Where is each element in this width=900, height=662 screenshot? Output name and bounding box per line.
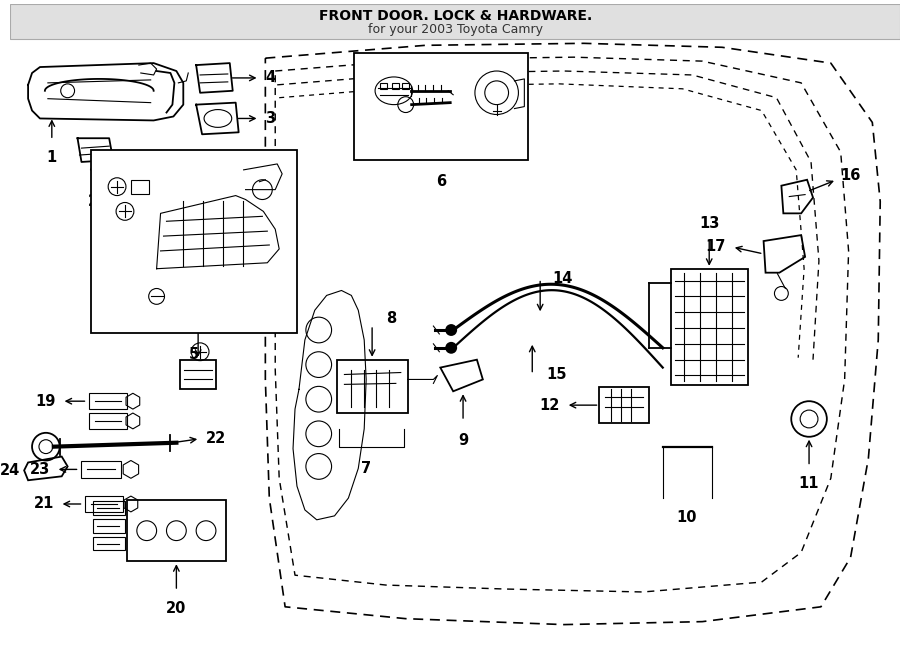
Text: 14: 14	[552, 271, 572, 286]
Bar	[180, 359, 216, 389]
Bar	[89, 413, 127, 429]
Text: for your 2003 Toyota Camry: for your 2003 Toyota Camry	[368, 23, 543, 36]
Text: 3: 3	[266, 111, 275, 126]
Bar	[94, 519, 125, 533]
Text: 16: 16	[841, 168, 861, 183]
Text: 20: 20	[166, 601, 186, 616]
Text: 9: 9	[458, 433, 468, 448]
Text: 15: 15	[546, 367, 567, 382]
Text: 7: 7	[361, 461, 371, 475]
Text: 12: 12	[540, 398, 560, 412]
Text: 10: 10	[676, 510, 697, 525]
Text: 1: 1	[47, 150, 57, 165]
Bar	[10, 4, 900, 39]
Bar	[92, 150, 297, 333]
Bar	[337, 359, 408, 413]
Bar	[86, 496, 123, 512]
Text: FRONT DOOR. LOCK & HARDWARE.: FRONT DOOR. LOCK & HARDWARE.	[319, 9, 592, 23]
Text: 24: 24	[0, 463, 20, 478]
Bar	[94, 537, 125, 551]
Text: 22: 22	[206, 431, 226, 446]
Circle shape	[446, 324, 457, 336]
Bar	[401, 83, 409, 89]
Text: 8: 8	[386, 310, 396, 326]
Circle shape	[446, 342, 457, 354]
Text: 21: 21	[33, 496, 54, 512]
Text: 5: 5	[189, 347, 199, 362]
Text: 4: 4	[266, 70, 275, 85]
Text: 6: 6	[436, 174, 446, 189]
Text: 19: 19	[35, 394, 56, 408]
Bar	[380, 83, 387, 89]
Bar	[392, 83, 399, 89]
Text: 18: 18	[210, 318, 230, 334]
Text: 13: 13	[699, 216, 719, 231]
Bar	[82, 461, 121, 478]
Text: 11: 11	[799, 477, 819, 491]
Text: 17: 17	[706, 240, 726, 254]
Bar	[89, 393, 127, 409]
Bar	[130, 180, 148, 193]
Bar	[599, 387, 649, 423]
Bar	[127, 500, 226, 561]
Bar	[670, 269, 748, 385]
Text: 23: 23	[30, 462, 50, 477]
Bar	[355, 53, 528, 160]
Bar	[94, 501, 125, 515]
Text: 2: 2	[88, 193, 98, 209]
